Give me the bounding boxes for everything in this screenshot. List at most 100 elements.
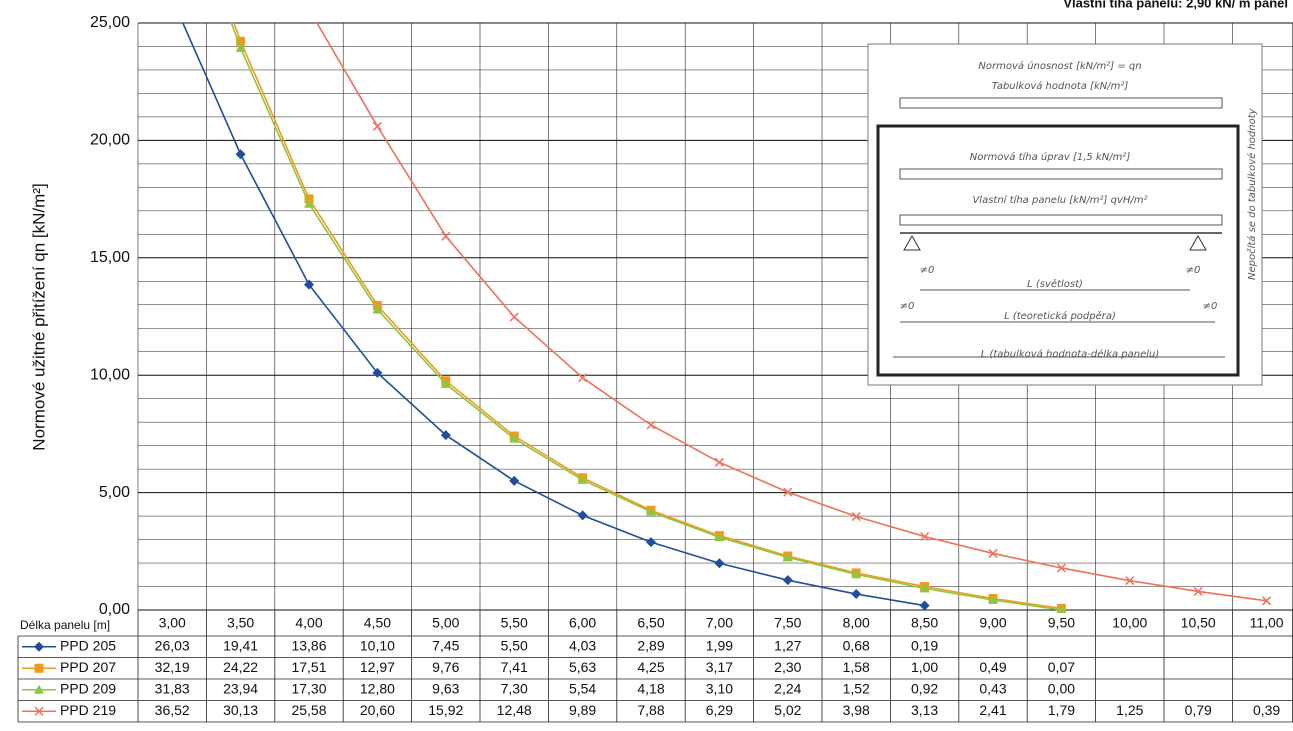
x-tick-label: 6,00: [569, 615, 596, 631]
plot: [167, 0, 1272, 613]
table-value: 1,58: [843, 659, 870, 675]
marker: [646, 537, 656, 548]
data-table: Délka panelu [m] 3,00 3,50 4,00 4,50 5,00 5,50…: [17, 610, 1293, 723]
table-value: 13,86: [291, 637, 326, 653]
marker: [509, 312, 519, 322]
table-value: 0,79: [1185, 702, 1212, 718]
marker: [235, 42, 246, 52]
inset-text: Vlastní tíha panelu [kN/m²] qvH/m²: [972, 194, 1147, 206]
subtitle: Vlastní tíha panelu: 2,90 kN/ m panel: [1063, 0, 1288, 10]
table-value: 0,68: [843, 637, 870, 653]
inset-text: L (tabulková hodnota-délka panelu): [981, 348, 1160, 360]
inset-text: ≠0: [1186, 265, 1201, 276]
marker: [577, 510, 588, 521]
supports: [903, 234, 1207, 251]
inset-text: Tabulková hodnota [kN/m²]: [992, 80, 1129, 92]
legend-label: PPD 207: [60, 659, 116, 675]
y-tick-label: 5,00: [99, 484, 130, 501]
table-value: 0,49: [979, 659, 1006, 675]
marker: [851, 512, 861, 522]
marker: [782, 552, 793, 562]
table-value: 5,63: [569, 659, 596, 675]
table-value: 2,89: [637, 637, 664, 653]
load-strip: [899, 214, 1223, 226]
marker: [304, 198, 314, 208]
marker: [1193, 586, 1203, 596]
table-value: 3,98: [843, 702, 870, 718]
table-value: 0,92: [911, 680, 938, 696]
table-value: 17,51: [291, 659, 326, 675]
load-strip: [899, 168, 1223, 180]
marker: [372, 304, 383, 314]
marker: [920, 531, 930, 542]
table-value: 2,30: [774, 659, 801, 675]
marker: [782, 575, 793, 586]
y-tick-label: 0,00: [99, 601, 130, 618]
table-value: 0,39: [1253, 702, 1280, 718]
x-tick-label: 6,50: [637, 615, 664, 631]
table-value: 19,41: [223, 637, 258, 653]
legend-marker: [34, 684, 44, 694]
table-value: 0,43: [979, 680, 1006, 696]
marker: [235, 149, 246, 160]
marker: [305, 5, 313, 13]
inset-text: ≠0: [920, 265, 935, 276]
table-value: 12,48: [497, 702, 532, 718]
x-tick-label: 9,50: [1048, 615, 1075, 631]
x-tick-label: 3,00: [159, 615, 186, 631]
marker: [372, 121, 382, 131]
marker: [440, 430, 451, 441]
marker: [167, 0, 177, 4]
table-value: 4,03: [569, 637, 596, 653]
inset-text: Nepočítá se do tabulkové hodnoty: [1246, 107, 1258, 280]
marker: [988, 594, 998, 604]
table-value: 1,25: [1116, 702, 1143, 718]
legend-label: PPD 219: [60, 702, 116, 718]
table-value: 24,22: [223, 659, 258, 675]
table-header: Délka panelu [m]: [20, 618, 110, 632]
marker: [714, 532, 725, 542]
legend-marker: [34, 641, 44, 652]
load-strip: [899, 97, 1223, 109]
series-line: [181, 23, 925, 607]
x-tick-label: 8,50: [911, 615, 938, 631]
series-line: [230, 23, 1062, 611]
legend-label: PPD 205: [60, 637, 116, 653]
x-tick-label: 10,00: [1112, 615, 1147, 631]
x-tick-label: 3,50: [227, 615, 254, 631]
table-value: 7,45: [432, 637, 459, 653]
inset-text: L (teoretická podpěra): [1004, 310, 1116, 322]
marker: [646, 420, 656, 430]
table-value: 12,80: [360, 680, 395, 696]
table-value: 5,50: [501, 637, 528, 653]
legend-label: PPD 209: [60, 680, 116, 696]
x-tick-label: 8,00: [843, 615, 870, 631]
x-tick-label: 11,00: [1250, 615, 1284, 631]
y-tick-label: 10,00: [90, 366, 130, 383]
table-value: 1,00: [911, 659, 938, 675]
marker: [509, 475, 520, 486]
marker: [919, 600, 930, 611]
table-value: 1,52: [843, 680, 870, 696]
marker: [577, 474, 588, 484]
table-value: 5,02: [774, 702, 801, 718]
x-tick-label: 5,50: [501, 615, 528, 631]
table-value: 9,76: [432, 659, 459, 675]
marker: [646, 506, 656, 516]
marker: [783, 487, 793, 497]
x-tick-label: 4,50: [364, 615, 391, 631]
marker: [509, 433, 520, 443]
table-value: 1,79: [1048, 702, 1075, 718]
table-value: 6,29: [706, 702, 733, 718]
marker: [441, 231, 451, 241]
table-value: 4,25: [637, 659, 664, 675]
x-tick-label: 7,50: [774, 615, 801, 631]
x-tick-label: 9,00: [979, 615, 1006, 631]
inset-text: Normová únosnost [kN/m²] = qn: [978, 60, 1141, 72]
y-axis-label: Normové užitné přitížení qn [kN/m²]: [29, 183, 48, 450]
marker: [851, 589, 862, 600]
table-value: 12,97: [360, 659, 395, 675]
table-value: 32,19: [155, 659, 190, 675]
x-tick-label: 10,50: [1181, 615, 1216, 631]
